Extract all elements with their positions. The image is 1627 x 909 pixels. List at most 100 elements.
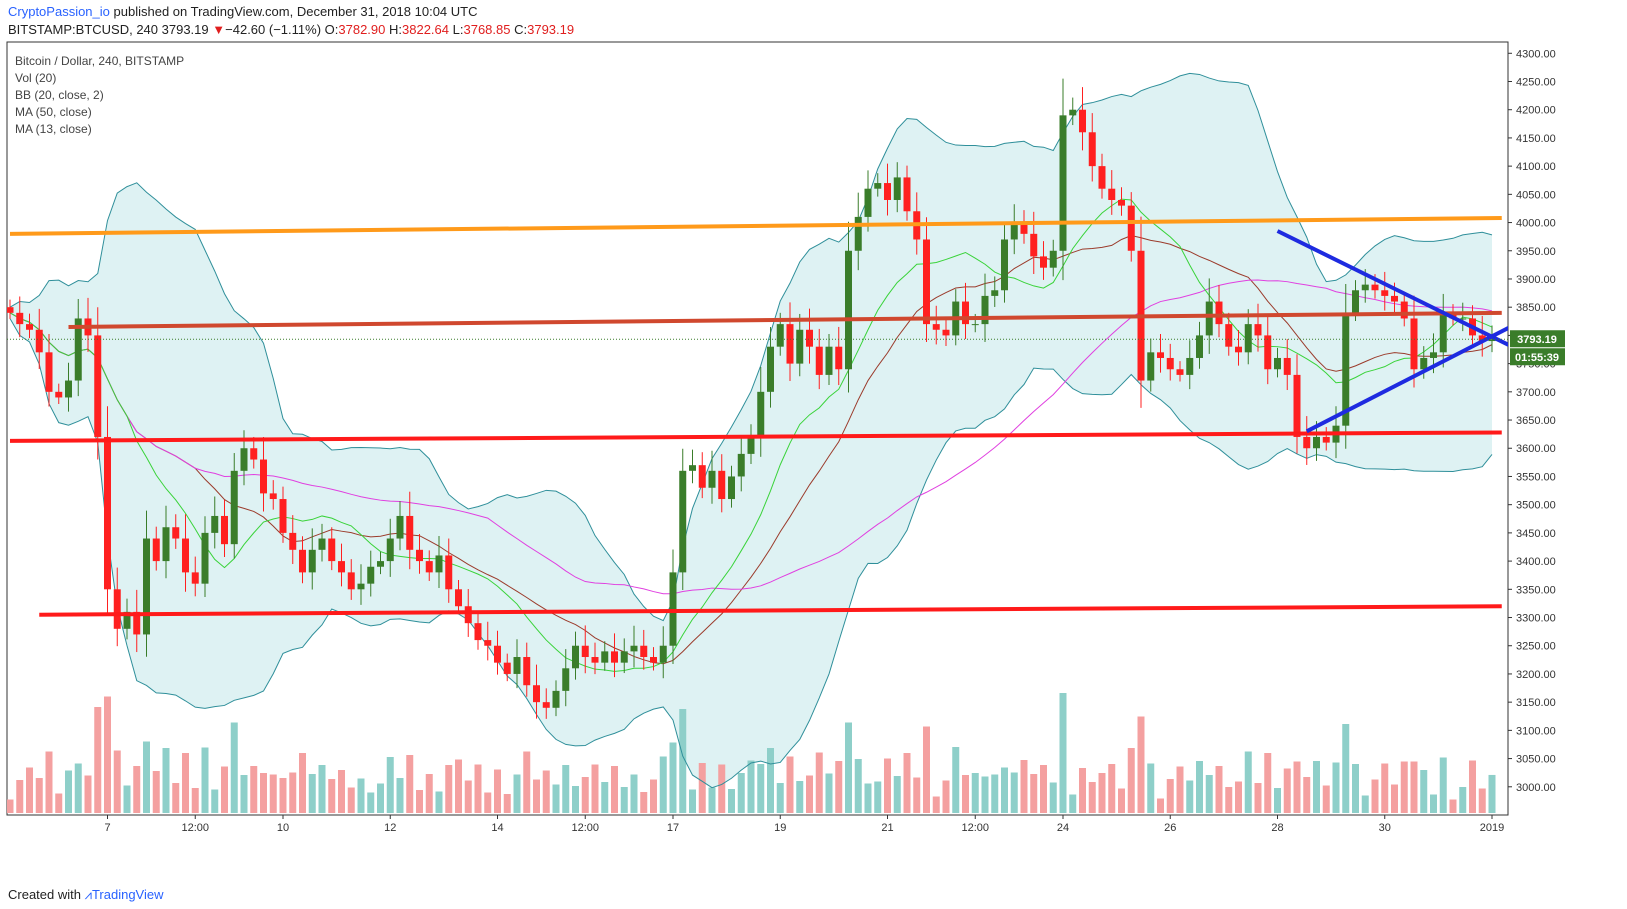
candle bbox=[1176, 361, 1184, 382]
candle-body bbox=[1391, 295, 1398, 302]
candle-body bbox=[1322, 436, 1330, 443]
volume-bar bbox=[1040, 765, 1047, 813]
tradingview-logo-icon: ⩘ bbox=[84, 887, 92, 902]
y-tick-label: 3250.00 bbox=[1516, 641, 1556, 653]
y-tick-label: 3100.00 bbox=[1516, 725, 1556, 737]
candle bbox=[815, 328, 823, 390]
x-tick-label: 12:00 bbox=[961, 822, 989, 834]
candle bbox=[123, 598, 131, 640]
x-tick-label: 14 bbox=[491, 822, 503, 834]
candle bbox=[630, 625, 638, 668]
volume-bar bbox=[1420, 770, 1428, 813]
candle bbox=[874, 173, 882, 197]
candle bbox=[396, 501, 404, 551]
candle bbox=[698, 452, 706, 499]
volume-bar bbox=[1391, 784, 1398, 813]
candle bbox=[1108, 170, 1116, 215]
candle-body bbox=[864, 188, 872, 217]
candle bbox=[55, 383, 63, 405]
y-tick-label: 3600.00 bbox=[1516, 443, 1556, 455]
candle-body bbox=[416, 549, 423, 562]
legend-vol[interactable]: Vol (20) bbox=[15, 71, 57, 85]
candle bbox=[279, 486, 287, 543]
candle bbox=[74, 299, 82, 397]
candle bbox=[201, 516, 209, 597]
volume-bar bbox=[45, 751, 53, 813]
candle-body bbox=[338, 561, 345, 573]
volume-bar bbox=[591, 764, 599, 813]
volume-bar bbox=[825, 773, 833, 813]
volume-bar bbox=[513, 774, 521, 813]
candle-body bbox=[260, 459, 267, 494]
volume-bar bbox=[747, 760, 755, 813]
volume-bar bbox=[806, 775, 813, 813]
volume-bar bbox=[377, 783, 384, 813]
volume-bar bbox=[221, 766, 228, 813]
candle-body bbox=[1361, 284, 1369, 291]
volume-bar bbox=[874, 781, 882, 813]
candle bbox=[942, 316, 950, 347]
candle-body bbox=[884, 183, 891, 200]
publish-line: CryptoPassion_io published on TradingVie… bbox=[8, 4, 478, 19]
volume-bar bbox=[669, 742, 677, 813]
candle-body bbox=[1225, 324, 1233, 347]
volume-bar bbox=[523, 751, 531, 813]
volume-bar bbox=[728, 789, 735, 813]
volume-bar bbox=[133, 766, 141, 813]
volume-bar bbox=[328, 779, 336, 813]
volume-bar bbox=[425, 774, 433, 813]
candle-body bbox=[1293, 374, 1301, 437]
candle bbox=[162, 505, 170, 579]
y-tick-label: 3400.00 bbox=[1516, 556, 1556, 568]
author-link[interactable]: CryptoPassion_io bbox=[8, 4, 110, 19]
candle-body bbox=[425, 561, 433, 573]
candle bbox=[455, 579, 462, 614]
legend-ma13[interactable]: MA (13, close) bbox=[15, 122, 92, 136]
candle-body bbox=[113, 589, 121, 629]
candle bbox=[1088, 113, 1096, 182]
candle-body bbox=[1176, 369, 1184, 375]
volume-bar bbox=[962, 775, 969, 813]
candle-body bbox=[874, 183, 882, 189]
legend-bb[interactable]: BB (20, close, 2) bbox=[15, 88, 104, 102]
volume-bar bbox=[279, 778, 287, 813]
close-value: 3793.19 bbox=[527, 22, 575, 37]
legend-ma50[interactable]: MA (50, close) bbox=[15, 105, 92, 119]
volume-bar bbox=[1186, 780, 1194, 813]
open-value: 3782.90 bbox=[338, 22, 386, 37]
candle-body bbox=[1040, 256, 1047, 268]
tradingview-link[interactable]: TradingView bbox=[91, 887, 164, 902]
volume-bar bbox=[211, 789, 219, 813]
volume-bar bbox=[1313, 761, 1320, 813]
candle-body bbox=[845, 250, 852, 370]
candle bbox=[542, 688, 550, 719]
volume-bar bbox=[338, 770, 345, 813]
candle-body bbox=[1303, 436, 1311, 449]
candle-body bbox=[513, 657, 521, 674]
candle bbox=[1274, 347, 1281, 378]
x-tick-label: 12:00 bbox=[181, 822, 209, 834]
volume-bar bbox=[640, 792, 648, 813]
volume-bar bbox=[230, 722, 238, 813]
candle-body bbox=[1400, 301, 1408, 319]
volume-bar bbox=[659, 756, 667, 813]
candle bbox=[35, 308, 43, 370]
candle bbox=[45, 333, 53, 407]
y-tick-label: 3350.00 bbox=[1516, 584, 1556, 596]
candle bbox=[104, 406, 111, 614]
volume-bar bbox=[1225, 787, 1233, 813]
candle-body bbox=[718, 470, 726, 500]
candle bbox=[1254, 303, 1262, 352]
volume-bar bbox=[84, 775, 92, 813]
volume-bar bbox=[1127, 748, 1135, 813]
candle-body bbox=[1001, 239, 1008, 291]
candle-body bbox=[1157, 352, 1164, 358]
candle-body bbox=[35, 329, 43, 353]
volume-bar bbox=[1069, 794, 1077, 813]
volume-bar bbox=[1176, 766, 1184, 813]
volume-bar bbox=[55, 793, 63, 813]
x-tick-label: 19 bbox=[774, 822, 786, 834]
candle-body bbox=[981, 295, 989, 325]
volume-bar bbox=[250, 766, 258, 813]
